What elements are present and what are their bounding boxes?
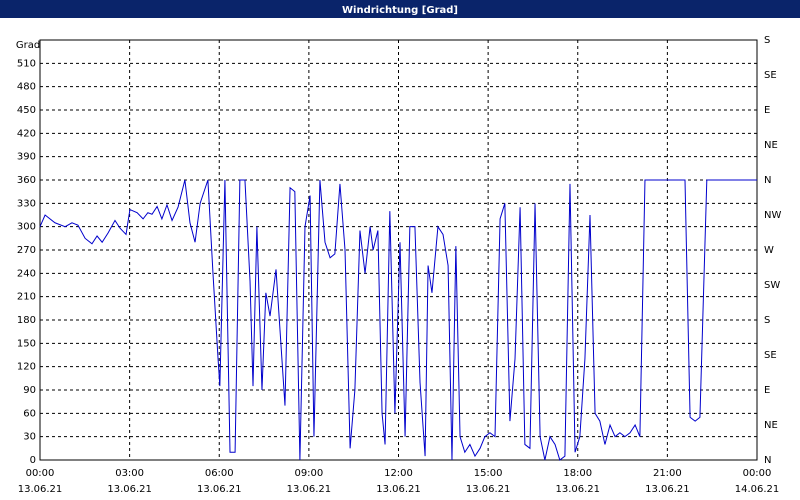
- x-tick-date: 13.06.21: [645, 484, 690, 495]
- y2-tick-label: SW: [764, 280, 780, 291]
- y-tick-label: 420: [17, 128, 36, 139]
- y-tick-label: 330: [17, 198, 36, 209]
- x-tick-label: 12:00: [384, 468, 413, 479]
- y-tick-label: 0: [30, 455, 36, 466]
- y-tick-label: 210: [17, 292, 36, 303]
- y2-tick-label: W: [764, 245, 774, 256]
- chart-title: Windrichtung [Grad]: [342, 5, 458, 16]
- title-bar: [0, 0, 800, 18]
- y-tick-label: 120: [17, 362, 36, 373]
- y-tick-label: 240: [17, 268, 36, 279]
- x-tick-date: 13.06.21: [107, 484, 152, 495]
- y2-tick-label: N: [764, 455, 771, 466]
- y2-tick-label: SE: [764, 70, 777, 81]
- y2-tick-label: S: [764, 315, 770, 326]
- x-tick-date: 14.06.21: [735, 484, 780, 495]
- x-tick-date: 13.06.21: [18, 484, 63, 495]
- y2-tick-label: E: [764, 105, 770, 116]
- y-tick-label: 390: [17, 152, 36, 163]
- y2-tick-label: S: [764, 35, 770, 46]
- x-tick-label: 18:00: [563, 468, 592, 479]
- y2-tick-label: NW: [764, 210, 781, 221]
- x-tick-label: 00:00: [743, 468, 772, 479]
- y-tick-label: 180: [17, 315, 36, 326]
- y-tick-label: 90: [23, 385, 36, 396]
- x-tick-date: 13.06.21: [376, 484, 421, 495]
- x-tick-date: 13.06.21: [555, 484, 600, 495]
- y-tick-label: 60: [23, 408, 36, 419]
- y2-tick-label: SE: [764, 350, 777, 361]
- x-tick-label: 15:00: [474, 468, 503, 479]
- x-tick-label: 09:00: [294, 468, 323, 479]
- x-tick-label: 00:00: [26, 468, 55, 479]
- y-tick-label: 360: [17, 175, 36, 186]
- x-tick-label: 06:00: [205, 468, 234, 479]
- y2-tick-label: NE: [764, 420, 778, 431]
- y-tick-label: 150: [17, 338, 36, 349]
- y2-tick-label: NE: [764, 140, 778, 151]
- x-tick-date: 13.06.21: [287, 484, 332, 495]
- line-series: [39, 179, 757, 461]
- y-tick-label: 270: [17, 245, 36, 256]
- x-tick-date: 13.06.21: [197, 484, 242, 495]
- x-tick-date: 13.06.21: [466, 484, 511, 495]
- y-tick-label: 30: [23, 432, 36, 443]
- y-tick-label: 510: [17, 58, 36, 69]
- y-axis-label: Grad: [16, 40, 40, 51]
- y-tick-label: 300: [17, 222, 36, 233]
- y-tick-label: 450: [17, 105, 36, 116]
- y2-tick-label: N: [764, 175, 771, 186]
- x-tick-label: 21:00: [653, 468, 682, 479]
- x-tick-label: 03:00: [115, 468, 144, 479]
- y2-tick-label: E: [764, 385, 770, 396]
- y-tick-label: 480: [17, 82, 36, 93]
